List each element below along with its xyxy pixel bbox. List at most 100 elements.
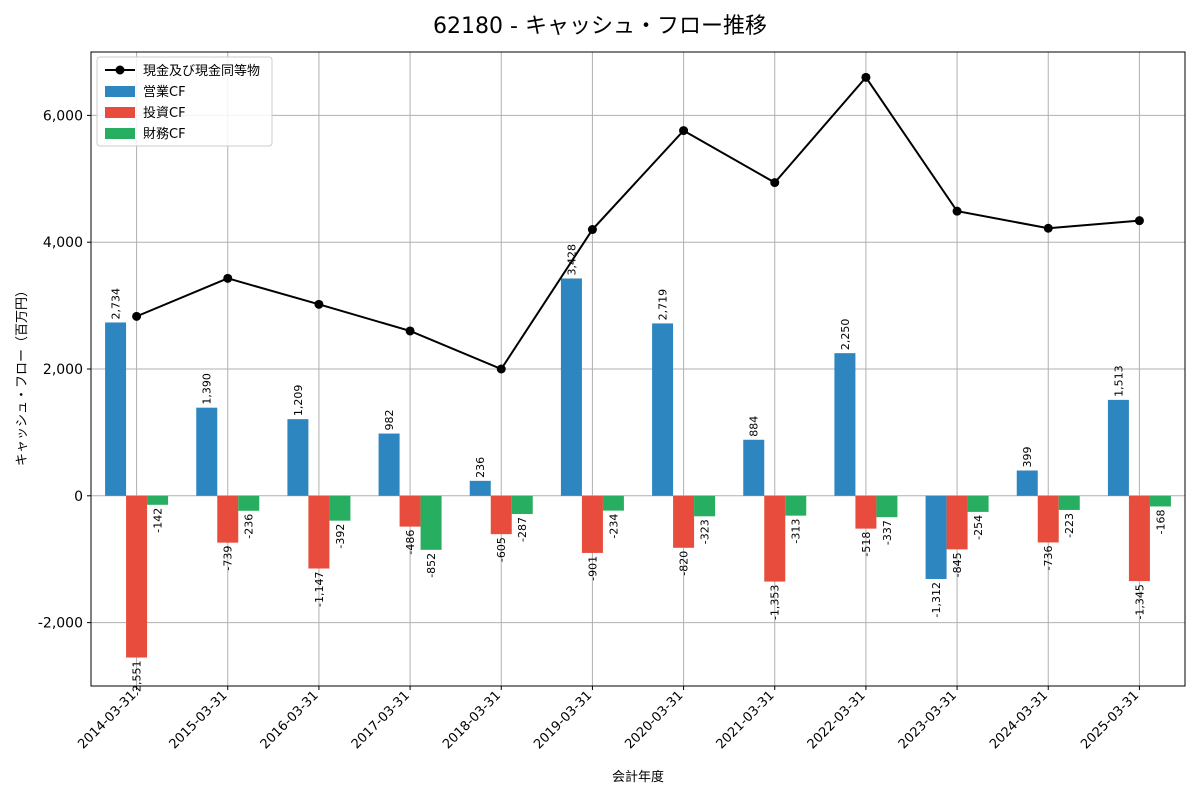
- x-tick-label: 2023-03-31: [896, 688, 960, 752]
- bar-営業CF: [287, 419, 309, 496]
- data-label: -1,353: [769, 585, 782, 620]
- y-tick-label: 6,000: [43, 108, 83, 124]
- x-tick-label: 2017-03-31: [349, 688, 413, 752]
- legend-marker-point: [115, 65, 125, 75]
- bar-財務CF: [785, 495, 807, 516]
- data-label: -901: [586, 556, 599, 581]
- bar-営業CF: [1107, 399, 1129, 496]
- x-tick-label: 2025-03-31: [1078, 688, 1142, 752]
- data-label: -287: [516, 517, 529, 542]
- x-tick-label: 2022-03-31: [805, 688, 869, 752]
- bar-投資CF: [308, 495, 330, 569]
- legend-swatch: [105, 128, 135, 139]
- data-label: 1,513: [1112, 365, 1125, 397]
- bar-財務CF: [1149, 495, 1171, 507]
- x-axis-label: 会計年度: [612, 769, 664, 785]
- data-label: 982: [383, 410, 396, 431]
- data-label: -2,551: [131, 661, 144, 696]
- bar-営業CF: [105, 322, 127, 496]
- bar-営業CF: [652, 323, 674, 496]
- legend-label: 営業CF: [143, 84, 186, 100]
- data-label: -392: [334, 524, 347, 549]
- data-label: 1,390: [201, 373, 214, 405]
- legend-swatch: [105, 107, 135, 118]
- data-label: -605: [495, 537, 508, 562]
- bar-投資CF: [490, 495, 512, 535]
- y-tick-label: 0: [74, 489, 83, 505]
- line-point-cash: [223, 273, 233, 283]
- data-label: -852: [425, 553, 438, 578]
- bar-財務CF: [238, 495, 260, 511]
- data-label-layer: 2,734 1,390 1,209 982 236 3,428 2,719 884 2,250 -…: [110, 244, 1168, 696]
- bar-営業CF: [1016, 470, 1038, 496]
- bar-財務CF: [329, 495, 351, 521]
- legend-label: 現金及び現金同等物: [143, 63, 260, 79]
- data-label: 1,209: [292, 385, 305, 417]
- bar-営業CF: [560, 278, 582, 496]
- bar-投資CF: [399, 495, 421, 527]
- bar-財務CF: [147, 495, 169, 505]
- line-series-cash: [136, 75, 1140, 371]
- bar-投資CF: [1128, 495, 1150, 582]
- x-tick-label: 2016-03-31: [258, 688, 322, 752]
- data-label: -168: [1154, 509, 1167, 534]
- y-tick-label: 4,000: [43, 235, 83, 251]
- x-tick-label: 2020-03-31: [622, 688, 686, 752]
- bar-営業CF: [378, 433, 400, 496]
- line-point-cash: [770, 178, 780, 188]
- line-point-cash: [405, 326, 415, 336]
- bar-財務CF: [1058, 495, 1080, 510]
- line-layer: [132, 72, 1144, 374]
- line-point-cash: [952, 206, 962, 216]
- bar-財務CF: [511, 495, 533, 514]
- data-label: -486: [404, 530, 417, 555]
- legend-label: 財務CF: [143, 127, 186, 142]
- bar-投資CF: [673, 495, 695, 548]
- bar-投資CF: [126, 495, 148, 658]
- bar-財務CF: [602, 495, 624, 511]
- bar-営業CF: [743, 439, 765, 496]
- data-label: -820: [678, 551, 691, 576]
- data-label: 2,719: [657, 289, 670, 321]
- y-tick-label: 2,000: [43, 362, 83, 378]
- line-point-cash: [314, 299, 324, 309]
- grid-layer: [91, 52, 1185, 686]
- line-point-cash: [1134, 216, 1144, 226]
- data-label: -223: [1063, 513, 1076, 538]
- bar-営業CF: [469, 480, 491, 496]
- y-axis-label: キャッシュ・フロー（百万円）: [15, 284, 30, 466]
- x-tick-label: 2021-03-31: [714, 688, 778, 752]
- bar-財務CF: [420, 495, 442, 550]
- data-label: 399: [1021, 447, 1034, 468]
- y-tick-label: -2,000: [38, 616, 83, 632]
- legend-label: 投資CF: [143, 105, 186, 121]
- bar-投資CF: [946, 495, 968, 550]
- x-tick-label: 2015-03-31: [167, 688, 231, 752]
- data-label: 2,250: [839, 319, 852, 351]
- data-label: 236: [474, 457, 487, 478]
- bar-投資CF: [855, 495, 877, 529]
- line-point-cash: [496, 364, 506, 374]
- data-label: -234: [607, 514, 620, 539]
- data-label: -1,345: [1133, 584, 1146, 619]
- line-point-cash: [1043, 223, 1053, 233]
- bar-営業CF: [196, 407, 218, 496]
- data-label: -254: [972, 515, 985, 540]
- line-point-cash: [587, 225, 597, 235]
- x-tick-label: 2024-03-31: [987, 688, 1051, 752]
- data-label: 3,428: [565, 244, 578, 276]
- x-tick-label: 2018-03-31: [440, 688, 504, 752]
- legend-swatch: [105, 86, 135, 97]
- bar-layer: [105, 278, 1171, 658]
- bar-財務CF: [694, 495, 716, 517]
- data-label: 884: [748, 416, 761, 437]
- data-label: -313: [790, 519, 803, 544]
- data-label: -518: [860, 532, 873, 557]
- bar-投資CF: [217, 495, 239, 543]
- line-point-cash: [679, 126, 689, 136]
- data-label: -736: [1042, 545, 1055, 570]
- bar-投資CF: [764, 495, 786, 582]
- x-tick-label: 2014-03-31: [75, 688, 139, 752]
